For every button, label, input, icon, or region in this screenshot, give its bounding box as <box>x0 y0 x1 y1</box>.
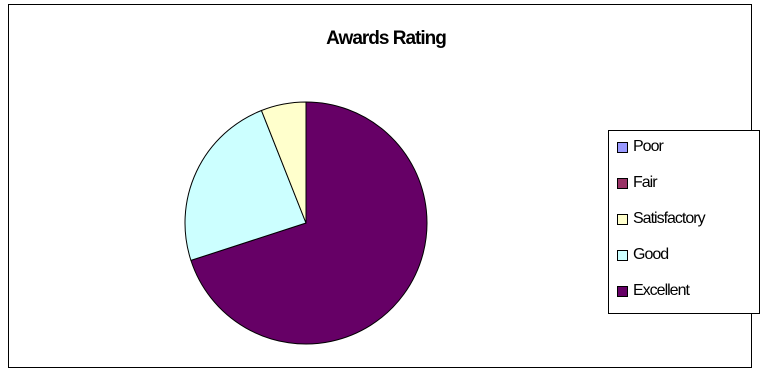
legend-swatch <box>617 141 628 153</box>
legend-item-poor: Poor <box>617 137 664 157</box>
legend-swatch <box>617 285 628 297</box>
legend: Poor Fair Satisfactory Good Excellent <box>608 130 760 314</box>
legend-label: Fair <box>633 174 658 191</box>
legend-label: Satisfactory <box>633 210 706 227</box>
chart-title: Awards Rating <box>326 28 447 49</box>
legend-swatch <box>617 177 628 189</box>
legend-item-good: Good <box>617 245 669 265</box>
legend-label: Poor <box>633 138 664 155</box>
legend-swatch <box>617 249 628 261</box>
legend-item-fair: Fair <box>617 173 658 193</box>
legend-label: Good <box>633 246 669 263</box>
pie-slice-good <box>184 109 307 262</box>
pie-slice-satisfactory <box>260 101 307 224</box>
pie-slice-excellent <box>190 101 428 345</box>
legend-item-satisfactory: Satisfactory <box>617 209 706 229</box>
legend-label: Excellent <box>633 282 690 299</box>
legend-swatch <box>617 213 628 225</box>
legend-item-excellent: Excellent <box>617 281 690 301</box>
